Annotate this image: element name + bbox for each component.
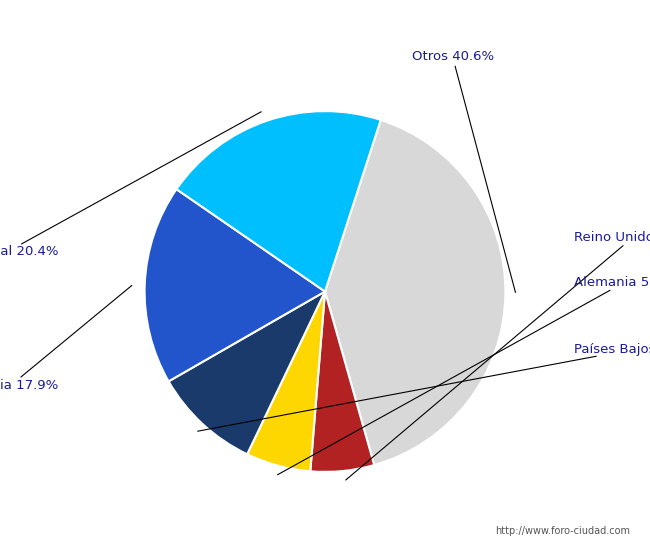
- Text: Moaña - Turistas extranjeros según país - Abril de 2024: Moaña - Turistas extranjeros según país …: [114, 25, 536, 41]
- Text: Países Bajos 9.6%: Países Bajos 9.6%: [198, 343, 650, 431]
- Text: Reino Unido 5.7%: Reino Unido 5.7%: [346, 231, 650, 480]
- Text: Alemania 5.8%: Alemania 5.8%: [278, 276, 650, 475]
- Wedge shape: [176, 111, 381, 292]
- Text: Otros 40.6%: Otros 40.6%: [411, 51, 515, 293]
- Wedge shape: [325, 120, 506, 465]
- Text: Portugal 20.4%: Portugal 20.4%: [0, 112, 261, 258]
- Wedge shape: [168, 292, 325, 454]
- Text: http://www.foro-ciudad.com: http://www.foro-ciudad.com: [495, 526, 630, 536]
- Wedge shape: [310, 292, 374, 472]
- Wedge shape: [144, 189, 325, 381]
- Text: Francia 17.9%: Francia 17.9%: [0, 285, 132, 392]
- Wedge shape: [247, 292, 325, 471]
